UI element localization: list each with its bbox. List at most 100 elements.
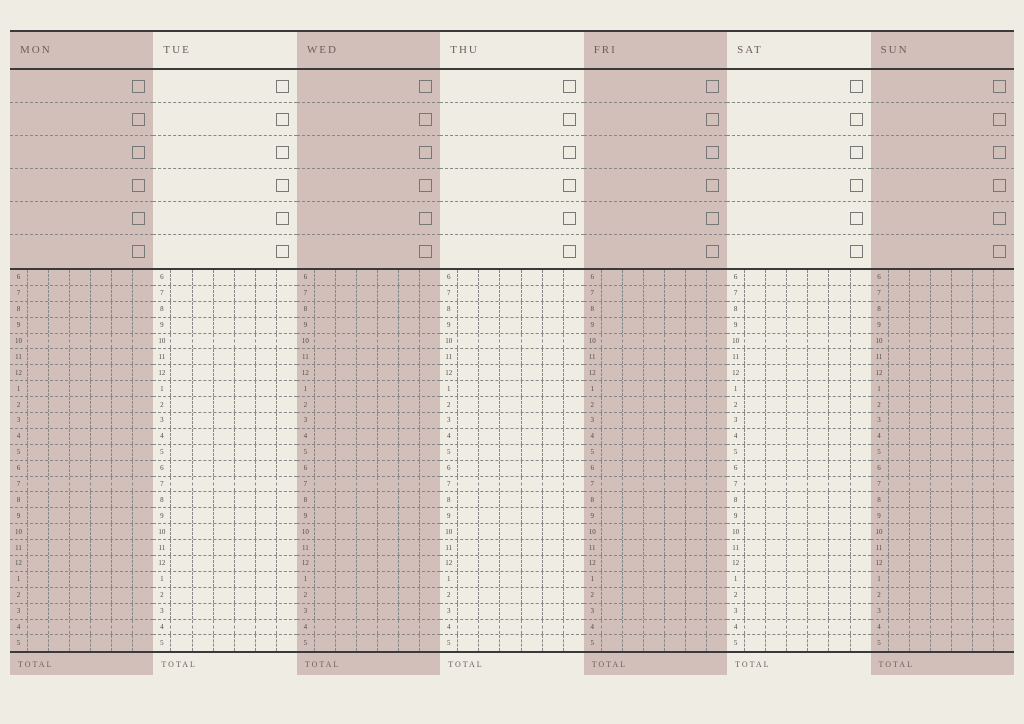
hour-slot[interactable] <box>623 302 644 317</box>
hour-slot[interactable] <box>112 302 133 317</box>
hour-slot[interactable] <box>707 270 727 285</box>
hour-slot[interactable] <box>543 524 564 539</box>
hour-slot[interactable] <box>112 318 133 333</box>
hour-slot[interactable] <box>193 461 214 476</box>
hour-slot[interactable] <box>133 334 153 349</box>
hour-slot[interactable] <box>808 524 829 539</box>
hour-slot[interactable] <box>665 572 686 587</box>
hour-slot[interactable] <box>479 508 500 523</box>
hour-slot[interactable] <box>564 604 584 619</box>
hour-slot[interactable] <box>458 508 479 523</box>
hour-slot[interactable] <box>28 397 49 412</box>
hour-slot[interactable] <box>91 397 112 412</box>
hour-slot[interactable] <box>564 620 584 635</box>
hour-slot[interactable] <box>49 365 70 380</box>
hour-slot[interactable] <box>378 413 399 428</box>
hour-slot[interactable] <box>112 477 133 492</box>
hour-slot[interactable] <box>931 540 952 555</box>
hour-slot[interactable] <box>112 492 133 507</box>
hour-slot[interactable] <box>28 349 49 364</box>
hour-slot[interactable] <box>889 445 910 460</box>
hour-slot[interactable] <box>458 635 479 651</box>
hour-slot[interactable] <box>829 334 850 349</box>
hour-slot[interactable] <box>910 302 931 317</box>
hour-slot[interactable] <box>931 508 952 523</box>
hour-slot[interactable] <box>787 365 808 380</box>
task-checkbox[interactable] <box>563 146 576 159</box>
hour-slot[interactable] <box>315 635 336 651</box>
hour-slot[interactable] <box>420 318 440 333</box>
hour-slot[interactable] <box>543 604 564 619</box>
hour-slot[interactable] <box>851 302 871 317</box>
hour-slot[interactable] <box>766 349 787 364</box>
hour-slot[interactable] <box>336 492 357 507</box>
hour-slot[interactable] <box>28 461 49 476</box>
hour-slot[interactable] <box>91 318 112 333</box>
hour-slot[interactable] <box>193 588 214 603</box>
task-checkbox[interactable] <box>419 80 432 93</box>
hour-slot[interactable] <box>889 413 910 428</box>
hour-slot[interactable] <box>112 556 133 571</box>
hour-slot[interactable] <box>28 334 49 349</box>
hour-slot[interactable] <box>602 429 623 444</box>
hour-slot[interactable] <box>91 334 112 349</box>
hour-slot[interactable] <box>378 349 399 364</box>
hour-slot[interactable] <box>479 349 500 364</box>
hour-slot[interactable] <box>315 365 336 380</box>
hour-slot[interactable] <box>500 334 521 349</box>
hour-slot[interactable] <box>910 588 931 603</box>
hour-slot[interactable] <box>931 524 952 539</box>
hour-slot[interactable] <box>829 604 850 619</box>
hour-slot[interactable] <box>745 540 766 555</box>
hour-slot[interactable] <box>829 620 850 635</box>
hour-slot[interactable] <box>399 270 420 285</box>
hour-slot[interactable] <box>952 365 973 380</box>
hour-slot[interactable] <box>256 635 277 651</box>
hour-slot[interactable] <box>214 540 235 555</box>
hour-slot[interactable] <box>70 302 91 317</box>
hour-slot[interactable] <box>931 302 952 317</box>
hour-slot[interactable] <box>479 524 500 539</box>
hour-slot[interactable] <box>235 556 256 571</box>
hour-slot[interactable] <box>564 572 584 587</box>
hour-slot[interactable] <box>70 286 91 301</box>
hour-slot[interactable] <box>808 620 829 635</box>
hour-slot[interactable] <box>745 429 766 444</box>
hour-slot[interactable] <box>336 413 357 428</box>
hour-slot[interactable] <box>193 429 214 444</box>
hour-slot[interactable] <box>277 620 297 635</box>
hour-slot[interactable] <box>171 397 192 412</box>
hour-slot[interactable] <box>973 445 994 460</box>
hour-slot[interactable] <box>28 477 49 492</box>
hour-slot[interactable] <box>602 540 623 555</box>
hour-slot[interactable] <box>665 349 686 364</box>
hour-slot[interactable] <box>564 286 584 301</box>
hour-slot[interactable] <box>686 477 707 492</box>
hour-slot[interactable] <box>602 381 623 396</box>
task-checkbox[interactable] <box>276 245 289 258</box>
hour-slot[interactable] <box>235 334 256 349</box>
hour-slot[interactable] <box>644 286 665 301</box>
task-checkbox[interactable] <box>276 212 289 225</box>
hour-slot[interactable] <box>808 572 829 587</box>
hour-slot[interactable] <box>543 302 564 317</box>
hour-slot[interactable] <box>707 381 727 396</box>
hour-slot[interactable] <box>994 461 1014 476</box>
hour-slot[interactable] <box>808 540 829 555</box>
hour-slot[interactable] <box>399 429 420 444</box>
hour-slot[interactable] <box>952 349 973 364</box>
hour-slot[interactable] <box>315 588 336 603</box>
hour-slot[interactable] <box>931 413 952 428</box>
hour-slot[interactable] <box>399 635 420 651</box>
hour-slot[interactable] <box>256 556 277 571</box>
hour-slot[interactable] <box>70 572 91 587</box>
hour-slot[interactable] <box>829 413 850 428</box>
hour-slot[interactable] <box>49 477 70 492</box>
hour-slot[interactable] <box>133 445 153 460</box>
task-checkbox[interactable] <box>850 212 863 225</box>
hour-slot[interactable] <box>399 397 420 412</box>
hour-slot[interactable] <box>665 620 686 635</box>
hour-slot[interactable] <box>28 318 49 333</box>
hour-slot[interactable] <box>931 635 952 651</box>
hour-slot[interactable] <box>994 635 1014 651</box>
